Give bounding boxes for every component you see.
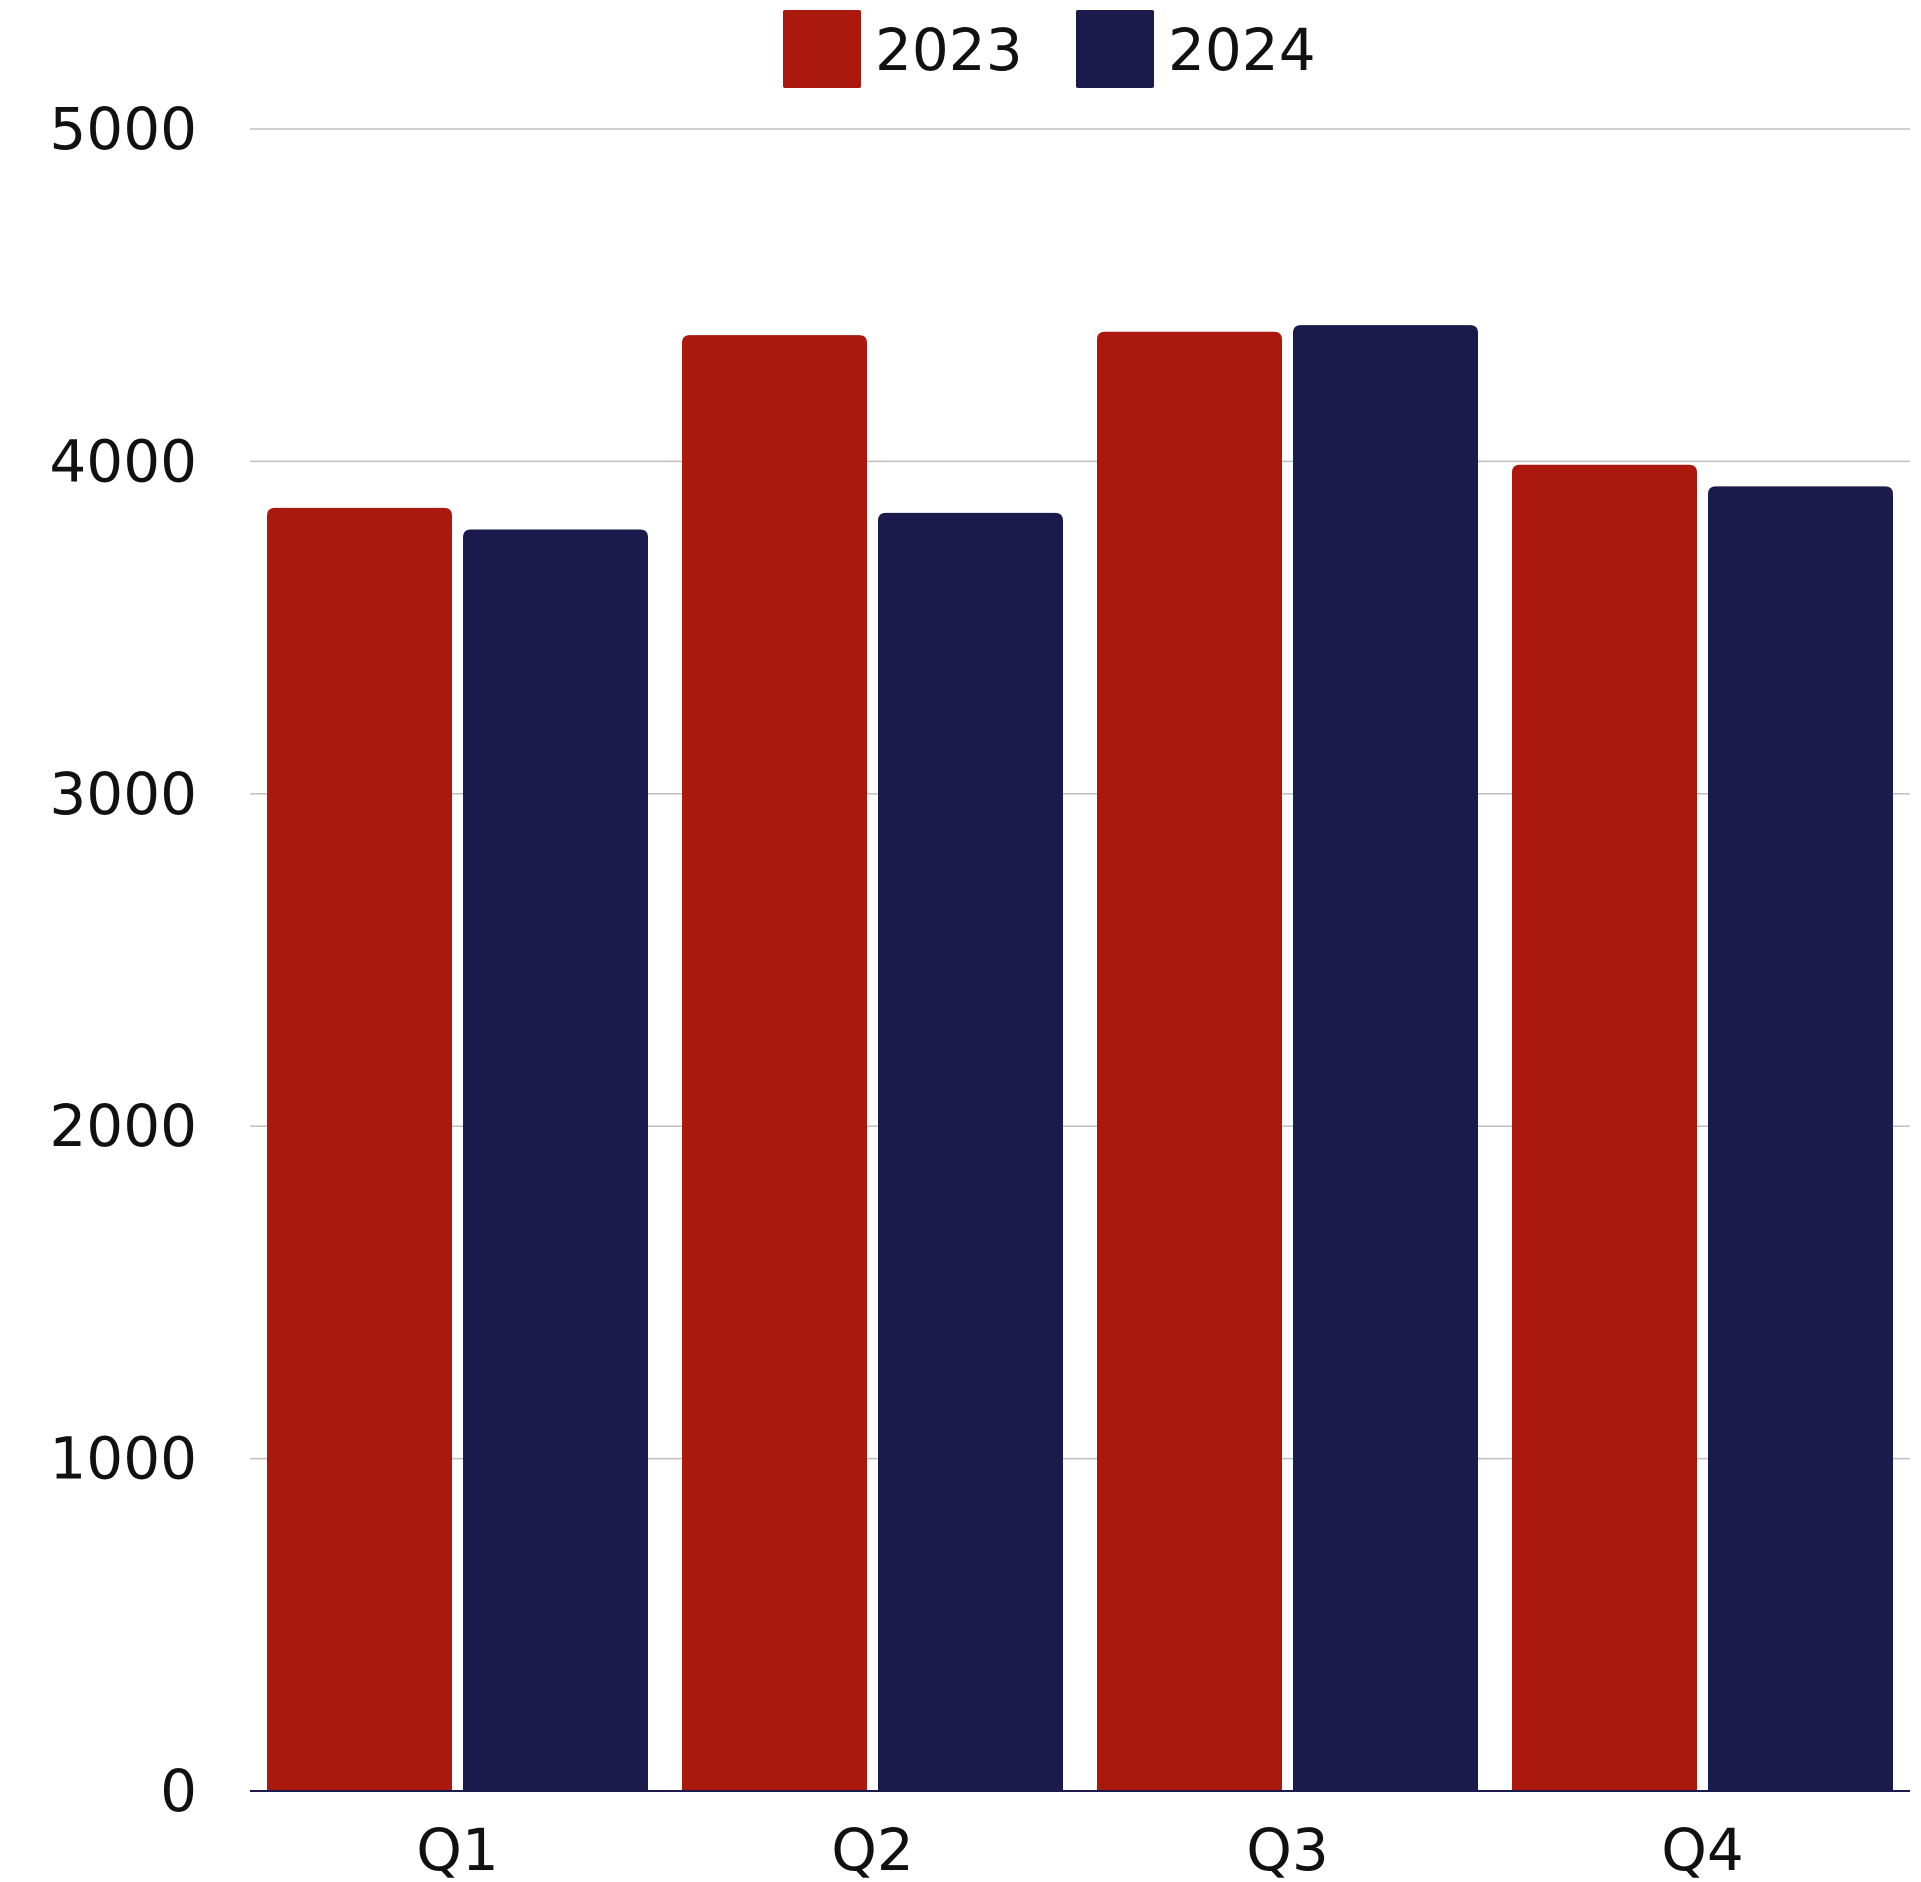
axes: 0 1000 2000 3000 4000 5000 Q1 Q2 Q3 Q4 xyxy=(49,95,1910,1882)
bars xyxy=(267,325,1893,1792)
bar-2024-Q3 xyxy=(1293,325,1478,1792)
x-tick-label: Q1 xyxy=(416,1816,499,1878)
y-tick-label: 2000 xyxy=(49,1092,197,1160)
y-tick-label: 1000 xyxy=(49,1425,197,1493)
bar-2023-Q3 xyxy=(1097,331,1282,1791)
bar-2023-Q4 xyxy=(1512,464,1697,1791)
bar-2023-Q2 xyxy=(682,335,867,1791)
y-tick-label: 0 xyxy=(160,1757,197,1825)
y-tick-label: 4000 xyxy=(49,427,197,495)
y-tick-label: 3000 xyxy=(49,760,197,828)
bar-2024-Q1 xyxy=(463,529,648,1791)
y-tick-label: 5000 xyxy=(49,95,197,163)
bar-2024-Q2 xyxy=(878,512,1063,1791)
x-tick-label: Q3 xyxy=(1246,1816,1329,1878)
legend-swatch-2023 xyxy=(783,10,861,88)
x-tick-label: Q4 xyxy=(1661,1816,1744,1878)
bar-2024-Q4 xyxy=(1708,486,1893,1792)
legend-label: 2023 xyxy=(875,16,1023,84)
legend: 2023 2024 xyxy=(783,10,1316,88)
legend-label: 2024 xyxy=(1168,16,1316,84)
legend-swatch-2024 xyxy=(1076,10,1154,88)
x-tick-label: Q2 xyxy=(831,1816,914,1878)
bar-2023-Q1 xyxy=(267,507,452,1791)
